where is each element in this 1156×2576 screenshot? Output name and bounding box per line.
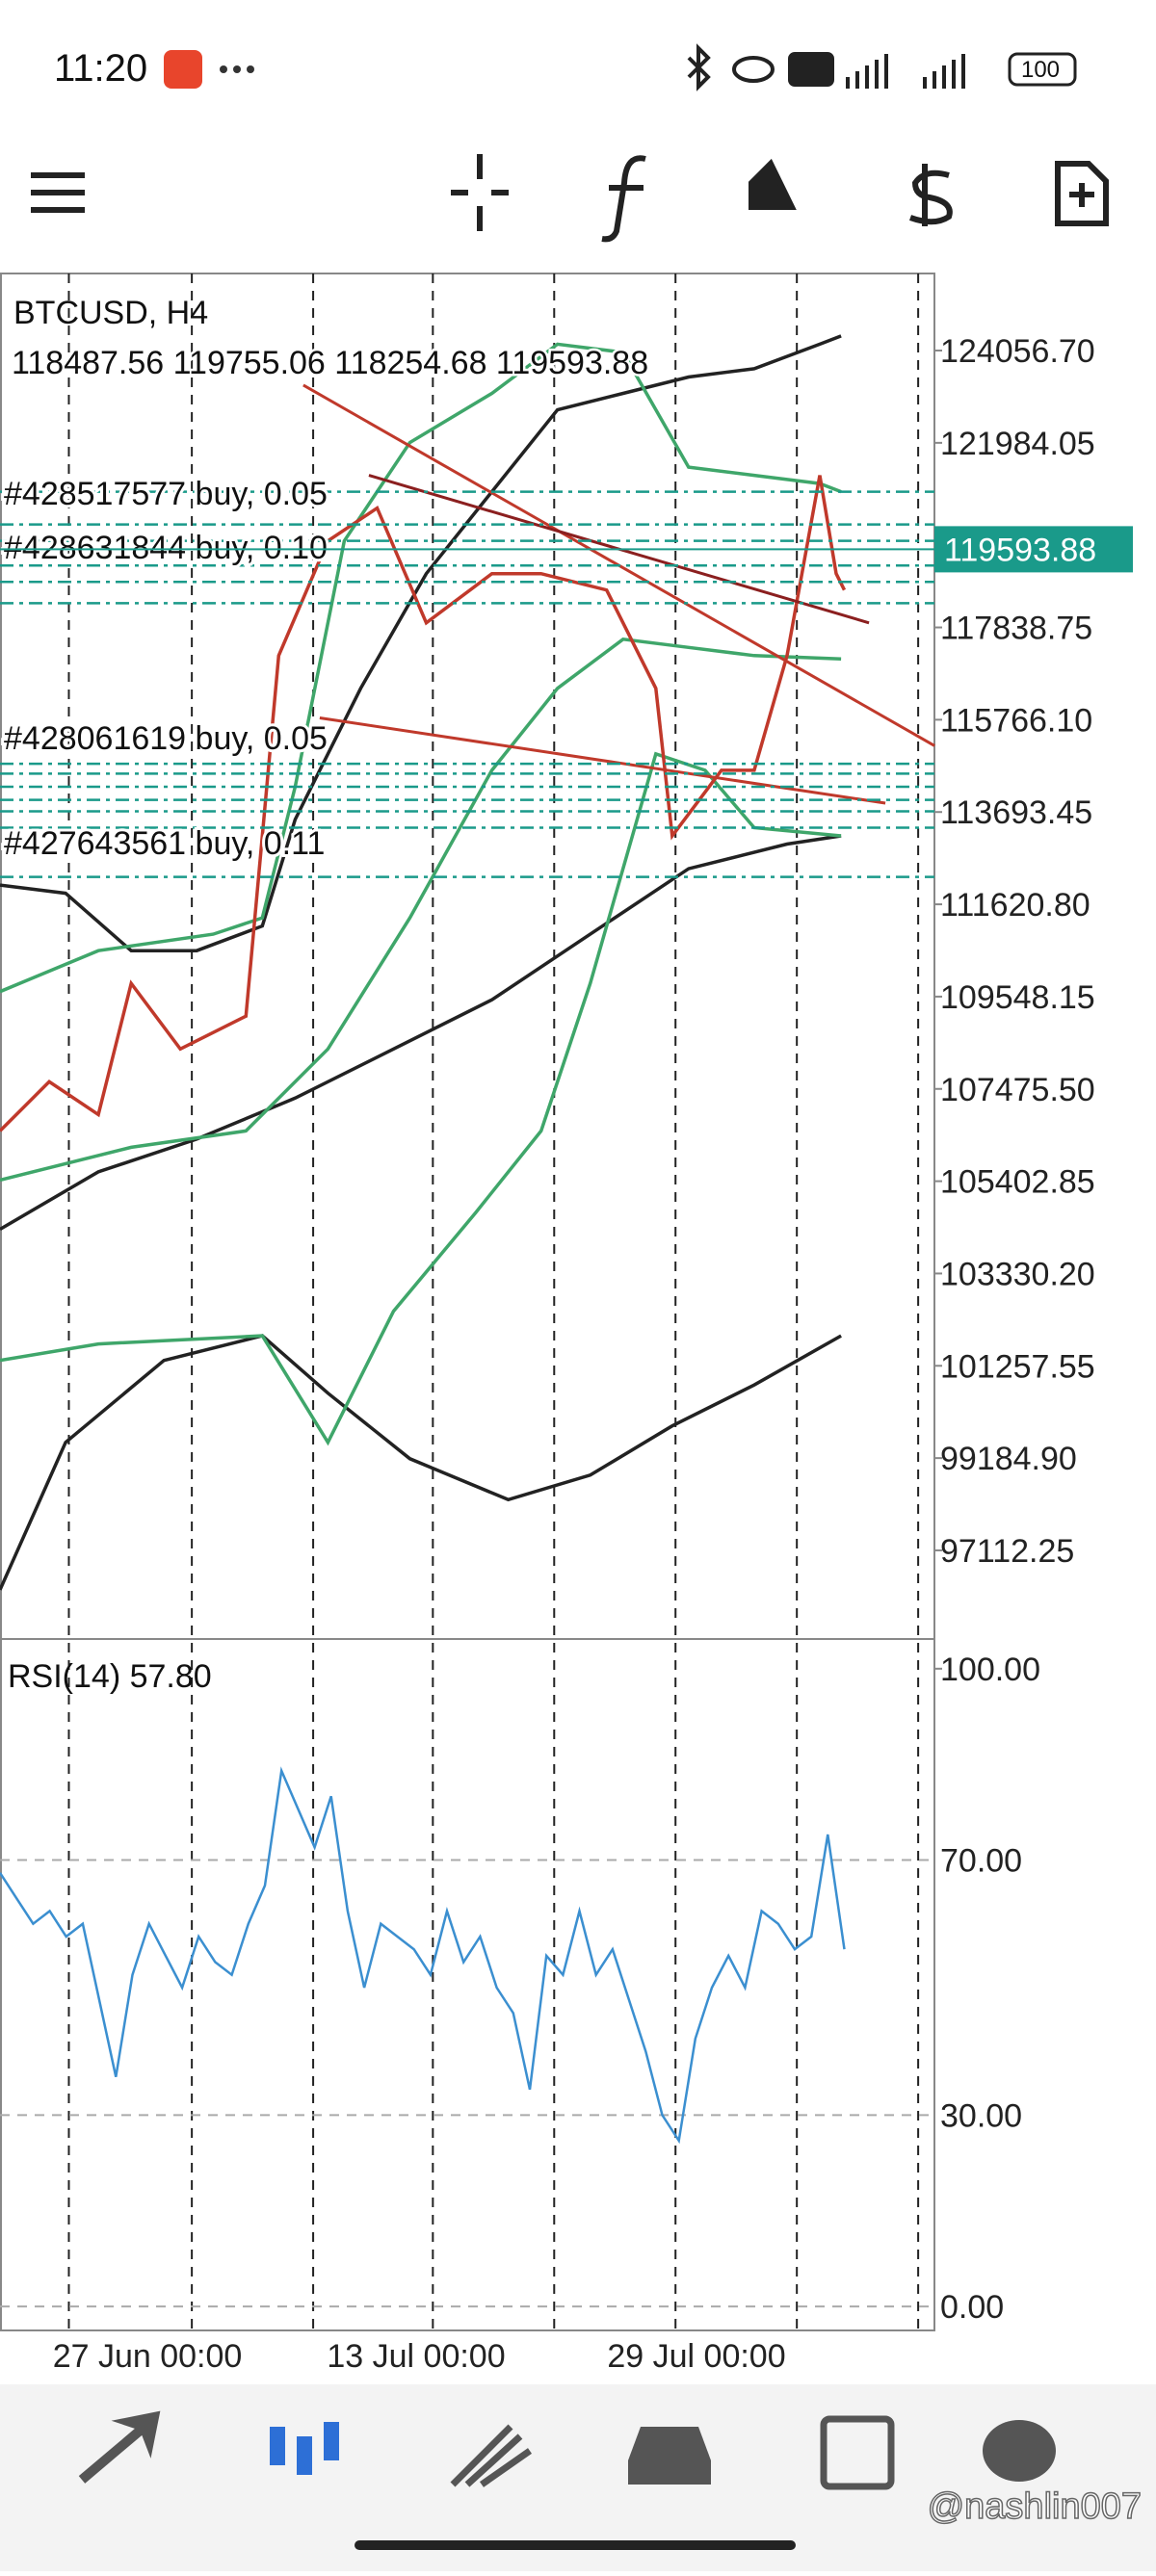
battery-level: 100	[1021, 57, 1060, 83]
nav-news[interactable]	[820, 2415, 895, 2490]
rsi-panel	[0, 1638, 935, 2331]
y-tick-label: 97112.25	[940, 1533, 1074, 1570]
y-tick-label: 0.00	[940, 2289, 1004, 2326]
y-tick-label: 101257.55	[940, 1348, 1095, 1385]
indicator-line	[0, 637, 842, 1183]
home-indicator	[355, 2540, 796, 2550]
indicator-line	[0, 475, 847, 1132]
y-tick-label: 70.00	[940, 1843, 1022, 1880]
y-tick-label: 124056.70	[940, 333, 1095, 370]
nav-messages[interactable]	[983, 2420, 1056, 2482]
x-tick-label: 27 Jun 00:00	[53, 2338, 243, 2375]
trend-line	[319, 716, 886, 805]
clock: 11:20	[54, 47, 147, 90]
indicator-button[interactable]	[601, 155, 646, 243]
last-price-box	[934, 526, 1133, 573]
nav-quotes[interactable]	[78, 2410, 161, 2484]
rsi-line	[0, 1766, 846, 2145]
y-tick-label: 103330.20	[940, 1256, 1095, 1292]
y-tick-label: 99184.90	[940, 1441, 1077, 1477]
app-icon	[164, 50, 202, 89]
last-price-label: 119593.88	[944, 532, 1096, 568]
y-tick-label: 30.00	[940, 2097, 1022, 2134]
new-order-button[interactable]	[1055, 161, 1109, 226]
nav-trade[interactable]	[450, 2424, 533, 2487]
order-label: #428517577 buy, 0.05	[4, 476, 328, 512]
x-tick-label: 29 Jul 00:00	[607, 2338, 785, 2375]
y-tick-label: 121984.05	[940, 426, 1095, 462]
y-tick-label: 115766.10	[940, 702, 1092, 739]
bottom-nav	[0, 2384, 1156, 2571]
symbol-title: BTCUSD, H4	[13, 295, 208, 331]
nav-history[interactable]	[628, 2427, 711, 2485]
y-tick-label: 107475.50	[940, 1072, 1095, 1108]
y-tick-label: 113693.45	[940, 794, 1092, 831]
more-dots	[220, 65, 254, 73]
nav-chart[interactable]	[270, 2422, 339, 2475]
watermark: @nashlin007	[928, 2486, 1142, 2527]
y-tick-label: 117838.75	[940, 611, 1092, 647]
crosshair-button[interactable]	[451, 154, 509, 231]
trade-button[interactable]	[908, 164, 953, 226]
y-tick-label: 100.00	[940, 1652, 1040, 1688]
y-tick-label: 109548.15	[940, 979, 1095, 1016]
menu-button[interactable]	[31, 172, 85, 213]
nav-icons	[78, 2410, 1056, 2490]
chart-area: 124056.70 121984.05 117838.75 115766.10 1136…	[0, 273, 1133, 2375]
order-label: #428631844 buy, 0.10	[4, 530, 328, 566]
order-label: #427643561 buy, 0.11	[4, 825, 325, 862]
y-tick-label: 105402.85	[940, 1164, 1095, 1201]
indicator-line	[0, 834, 842, 1232]
ohlc-values: 118487.56 119755.06 118254.68 119593.88	[12, 345, 648, 381]
y-tick-label: 111620.80	[940, 887, 1090, 924]
indicator-line	[0, 334, 842, 952]
status-icons	[687, 43, 1077, 91]
objects-button[interactable]	[749, 158, 797, 210]
indicator-line	[0, 342, 842, 994]
toolbar	[31, 154, 1109, 243]
rsi-title: RSI(14) 57.80	[8, 1658, 212, 1695]
indicator-line	[0, 1334, 842, 1591]
x-tick-label: 13 Jul 00:00	[327, 2338, 505, 2375]
order-label: #428061619 buy, 0.05	[4, 720, 328, 757]
